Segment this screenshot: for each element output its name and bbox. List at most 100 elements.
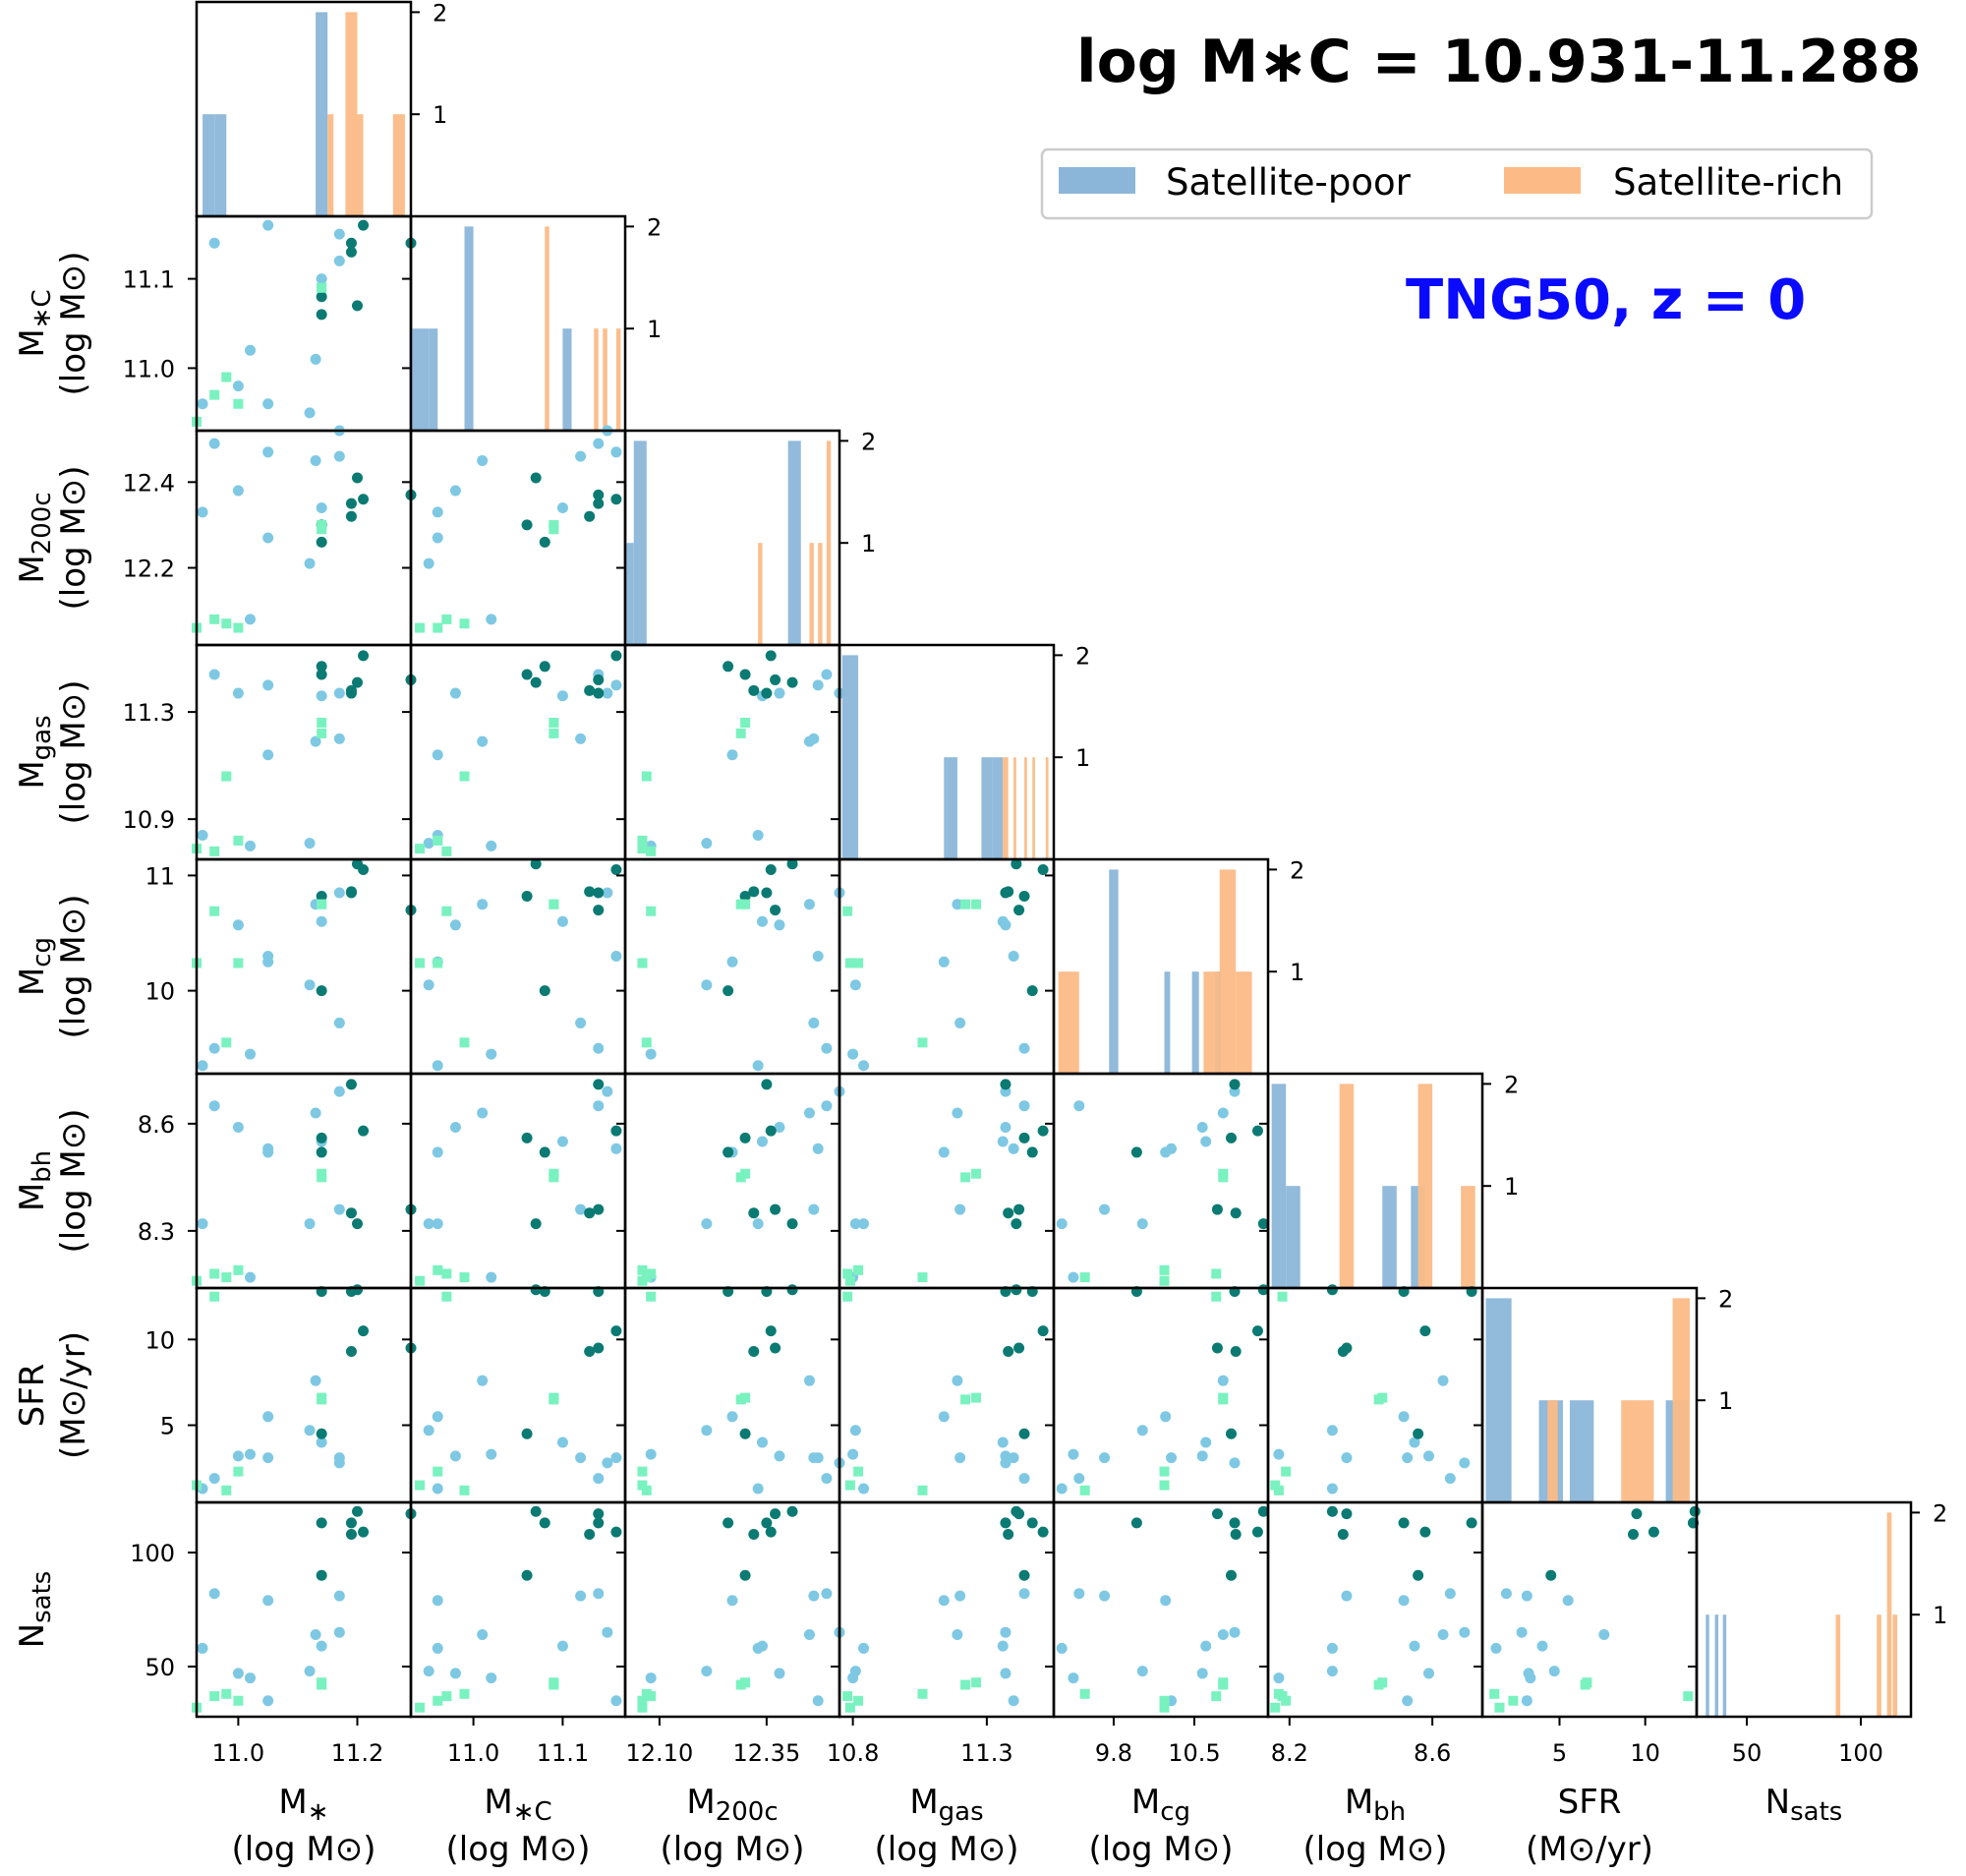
point-23 (233, 1466, 244, 1477)
point-15 (352, 1284, 363, 1296)
point-17 (358, 494, 370, 505)
point-14 (761, 687, 773, 699)
hist-bar-poor-2 (464, 226, 474, 431)
point-15 (352, 676, 363, 688)
point-5 (1598, 1629, 1610, 1641)
point-22 (209, 1691, 220, 1702)
xtick-label-Mgas-1: 11.3 (960, 1739, 1012, 1767)
point-17 (765, 1325, 777, 1337)
point-21 (844, 1702, 855, 1713)
point-3 (262, 1695, 274, 1707)
point-20 (1079, 1272, 1090, 1283)
hist-bar-rich-0 (545, 226, 549, 431)
point-19 (549, 718, 559, 729)
panel-7-3 (838, 1500, 1056, 1719)
point-3 (1166, 1143, 1178, 1154)
point-9 (774, 687, 785, 699)
x-axis-unit-M200c: (log M⊙) (661, 1830, 805, 1869)
point-9 (774, 1668, 785, 1679)
y-axis-title-Mcg: Mcg (13, 937, 57, 996)
ytick-label-Nsats-1: 100 (130, 1540, 175, 1567)
hist-bar-poor-0 (841, 655, 859, 859)
hist-tick-label-0: 1 (1504, 1173, 1519, 1201)
hist-bar-poor-1 (214, 114, 227, 216)
point-20 (1079, 1485, 1090, 1495)
point-19 (1377, 1677, 1388, 1688)
point-10 (1018, 1100, 1030, 1112)
point-9 (1000, 1122, 1012, 1133)
point-16 (1341, 1508, 1353, 1520)
point-20 (459, 1037, 470, 1048)
point-10 (208, 438, 220, 449)
point-10 (593, 1042, 605, 1054)
hist-bar-rich-0 (758, 543, 763, 645)
point-0 (197, 1218, 208, 1230)
point-10 (593, 1100, 605, 1112)
point-7 (1521, 1590, 1532, 1602)
point-1 (245, 1672, 256, 1684)
point-9 (449, 1122, 461, 1133)
point-7 (954, 1017, 966, 1028)
point-22 (646, 1291, 657, 1302)
point-3 (262, 1143, 274, 1154)
point-17 (1037, 1125, 1049, 1137)
point-3 (1521, 1695, 1532, 1707)
point-5 (310, 353, 321, 365)
point-2 (432, 1595, 443, 1607)
xtick-label-M200c-0: 12.10 (626, 1739, 694, 1767)
hist-bar-rich-2 (1886, 1512, 1892, 1717)
x-axis-title-Mbh: Mbh (1345, 1783, 1406, 1827)
point-5 (1437, 1375, 1449, 1386)
hist-bar-rich-1 (345, 12, 358, 217)
point-5 (477, 1107, 489, 1119)
point-10 (1018, 1042, 1030, 1054)
point-1 (1273, 1448, 1285, 1460)
point-8 (1000, 1626, 1012, 1638)
hist-bar-rich-3 (826, 440, 832, 645)
point-9 (774, 919, 785, 931)
point-2 (1160, 1595, 1172, 1607)
point-1 (245, 1048, 256, 1060)
point-22 (1277, 1291, 1288, 1302)
point-23 (233, 958, 244, 968)
point-11 (316, 1517, 327, 1529)
point-17 (610, 650, 622, 662)
point-7 (954, 1452, 966, 1464)
xtick-label-Nsats-1: 100 (1838, 1739, 1883, 1767)
point-11 (723, 1517, 734, 1529)
point-14 (593, 687, 605, 699)
point-16 (770, 674, 781, 685)
point-16 (1013, 905, 1025, 916)
y-axis-title-Mgas: Mgas (13, 715, 57, 789)
point-9 (232, 381, 244, 392)
point-6 (997, 1640, 1009, 1652)
point-23 (1508, 1695, 1519, 1706)
hist-bar-poor-1 (429, 328, 438, 431)
point-9 (232, 485, 244, 497)
point-8 (333, 687, 345, 699)
point-7 (575, 1017, 587, 1028)
hist-bar-rich-4 (1045, 757, 1049, 859)
point-21 (415, 1480, 426, 1491)
y-axis-title-M200c-group: M200c (13, 492, 57, 583)
point-10 (1500, 1588, 1512, 1600)
ytick-label-M200c-1: 12.4 (123, 469, 175, 497)
hist-bar-rich-2 (357, 114, 364, 216)
y-axis-unit-Mbh: (log M⊙) (54, 1109, 93, 1254)
point-7 (575, 1452, 587, 1464)
xtick-label-SFR-1: 10 (1630, 1739, 1660, 1767)
point-14 (345, 498, 357, 509)
point-13 (748, 886, 760, 898)
point-12 (739, 669, 751, 680)
point-4 (701, 979, 713, 991)
point-10 (821, 1042, 833, 1054)
y-axis-unit-M*C: (log M⊙) (54, 252, 93, 396)
point-15 (530, 1218, 542, 1230)
panel-5-5: 12 (1266, 1071, 1519, 1290)
hist-bar-rich-3 (1236, 971, 1252, 1074)
point-16 (593, 489, 605, 500)
point-4 (304, 407, 316, 419)
point-22 (842, 1691, 853, 1702)
point-9 (232, 1668, 244, 1679)
